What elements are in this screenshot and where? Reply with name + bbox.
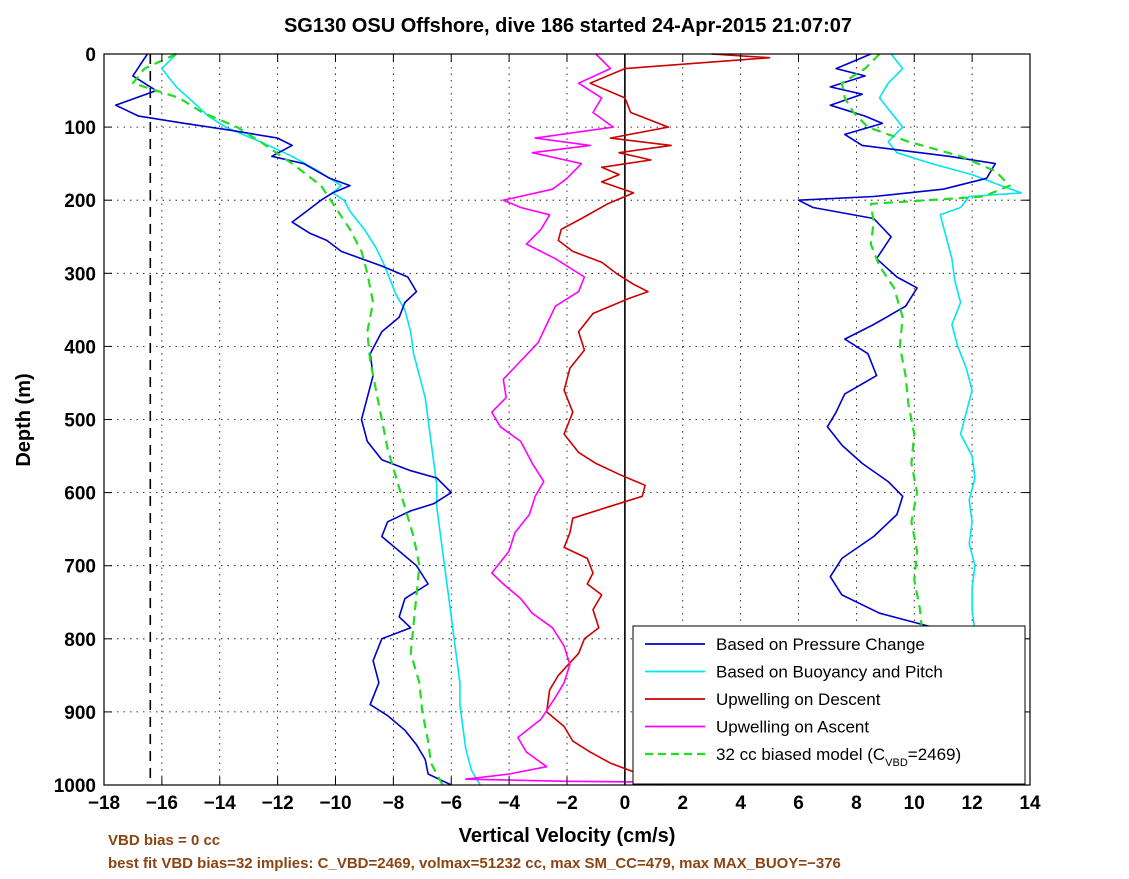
series-line-based-on-buoyancy-and-pitch-2 [878,53,1023,645]
x-tick-label: −12 [262,793,294,814]
y-tick-label: 200 [64,191,96,212]
x-axis-ticks: −18 −16 −14 −12 −10 −8 −6 −4 −2 0 2 4 6 8 10 12 14 [88,54,1041,814]
legend-label: Upwelling on Ascent [716,718,869,737]
x-tick-label: −18 [88,793,120,814]
y-tick-label: 800 [64,630,96,651]
x-tick-label: 14 [1019,793,1041,814]
series-line-based-on-pressure-change-1 [114,53,453,786]
y-axis-ticks: 0 100 200 300 400 500 600 700 800 900 1000 [54,45,1030,797]
series-line-based-on-buoyancy-and-pitch-1 [161,53,481,786]
x-tick-label: −10 [319,793,351,814]
x-tick-label: 12 [962,793,983,814]
series-line-upwelling-on-ascent-1 [464,53,654,783]
series-line-based-on-pressure-change-2 [797,53,997,646]
x-tick-label: −8 [383,793,405,814]
y-tick-label: 600 [64,484,96,505]
y-tick-label: 400 [64,337,96,358]
x-tick-label: −14 [204,793,237,814]
y-axis-label: Depth (m) [13,373,35,466]
x-tick-label: 2 [677,793,688,814]
legend-label: Based on Buoyancy and Pitch [716,663,943,682]
y-tick-label: 500 [64,411,96,432]
x-tick-label: −4 [498,793,520,814]
plot-lines [114,53,1023,786]
grid [104,54,1030,785]
legend-label: Upwelling on Descent [716,690,881,709]
legend-subscript: VBD [885,757,908,769]
x-axis-label: Vertical Velocity (cm/s) [459,825,676,847]
x-tick-label: 0 [620,793,631,814]
y-tick-label: 300 [64,264,96,285]
y-tick-label: 100 [64,118,96,139]
legend-suffix: =2469) [908,745,961,764]
y-tick-label: 700 [64,557,96,578]
x-tick-label: 10 [904,793,925,814]
bias-note: VBD bias = 0 cc [108,832,220,849]
x-tick-label: 8 [851,793,862,814]
legend-label: Based on Pressure Change [716,635,925,654]
fit-note: best fit VBD bias=32 implies: C_VBD=2469… [108,855,841,872]
y-tick-label: 0 [85,45,96,66]
series-line-32-cc-biased-model-c-1 [131,53,444,786]
series-line-upwelling-on-descent-1 [545,53,771,786]
series-line-32-cc-biased-model-c-2 [840,53,1011,639]
chart-title: SG130 OSU Offshore, dive 186 started 24-… [284,15,852,37]
x-tick-label: −16 [146,793,178,814]
legend-box [632,625,1026,785]
y-tick-label: 900 [64,703,96,724]
x-tick-label: −2 [556,793,578,814]
legend: Based on Pressure Change Based on Buoyanc… [632,625,1026,785]
y-tick-label: 1000 [54,776,96,797]
x-tick-label: −6 [440,793,462,814]
x-tick-label: 6 [793,793,804,814]
x-tick-label: 4 [735,793,746,814]
